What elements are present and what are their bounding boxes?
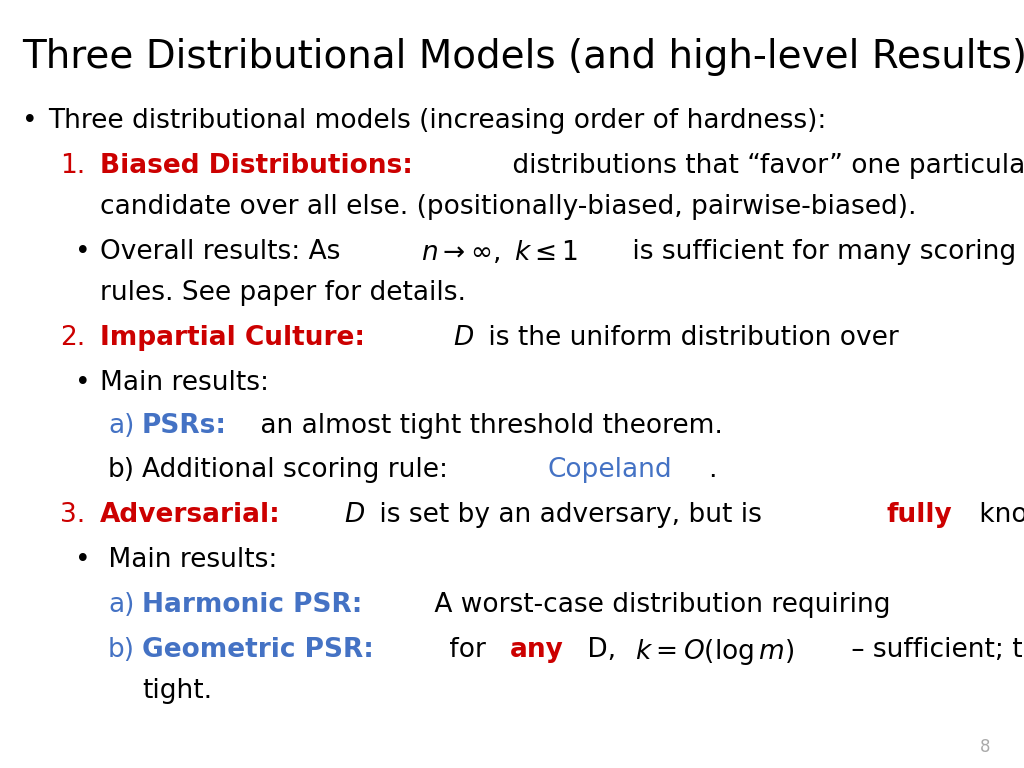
Text: distributions that “favor” one particular: distributions that “favor” one particula… xyxy=(504,153,1024,179)
Text: is the uniform distribution over: is the uniform distribution over xyxy=(480,326,907,351)
Text: is sufficient for many scoring: is sufficient for many scoring xyxy=(624,239,1016,265)
Text: Harmonic PSR:: Harmonic PSR: xyxy=(142,592,362,617)
Text: tight.: tight. xyxy=(142,678,212,704)
Text: Adversarial:: Adversarial: xyxy=(100,502,281,528)
Text: •: • xyxy=(75,370,91,396)
Text: Overall results: As: Overall results: As xyxy=(100,239,349,265)
Text: a): a) xyxy=(108,592,134,617)
Text: Three distributional models (increasing order of hardness):: Three distributional models (increasing … xyxy=(48,108,826,134)
Text: fully: fully xyxy=(887,502,952,528)
Text: a): a) xyxy=(108,413,134,439)
Text: Main results:: Main results: xyxy=(100,547,278,573)
Text: 8: 8 xyxy=(980,738,990,756)
Text: Impartial Culture:: Impartial Culture: xyxy=(100,326,365,351)
Text: is set by an adversary, but is: is set by an adversary, but is xyxy=(371,502,770,528)
Text: 3.: 3. xyxy=(60,502,85,528)
Text: b): b) xyxy=(108,456,135,482)
Text: candidate over all else. (positionally-biased, pairwise-biased).: candidate over all else. (positionally-b… xyxy=(100,194,916,220)
Text: Three Distributional Models (and high-level Results): Three Distributional Models (and high-le… xyxy=(22,38,1024,76)
Text: $k = O(\log m)$: $k = O(\log m)$ xyxy=(628,637,795,667)
Text: D,: D, xyxy=(580,637,616,663)
Text: known to us.: known to us. xyxy=(971,502,1024,528)
Text: – sufficient; this is: – sufficient; this is xyxy=(843,637,1024,663)
Text: 2.: 2. xyxy=(60,326,85,351)
Text: Copeland: Copeland xyxy=(548,456,673,482)
Text: $D$: $D$ xyxy=(453,326,474,351)
Text: any: any xyxy=(510,637,564,663)
Text: Main results:: Main results: xyxy=(100,370,269,396)
Text: rules. See paper for details.: rules. See paper for details. xyxy=(100,280,466,306)
Text: PSRs:: PSRs: xyxy=(142,413,227,439)
Text: b): b) xyxy=(108,637,135,663)
Text: Additional scoring rule:: Additional scoring rule: xyxy=(142,456,457,482)
Text: for: for xyxy=(441,637,495,663)
Text: .: . xyxy=(709,456,717,482)
Text: $n \rightarrow \infty,\ k \leq 1$: $n \rightarrow \infty,\ k \leq 1$ xyxy=(421,239,579,266)
Text: 1.: 1. xyxy=(60,153,85,179)
Text: A worst-case distribution requiring: A worst-case distribution requiring xyxy=(426,592,899,617)
Text: •: • xyxy=(75,239,91,265)
Text: •: • xyxy=(22,108,38,134)
Text: an almost tight threshold theorem.: an almost tight threshold theorem. xyxy=(252,413,723,439)
Text: Geometric PSR:: Geometric PSR: xyxy=(142,637,374,663)
Text: •: • xyxy=(75,547,91,573)
Text: Biased Distributions:: Biased Distributions: xyxy=(100,153,413,179)
Text: $D$: $D$ xyxy=(344,502,366,528)
